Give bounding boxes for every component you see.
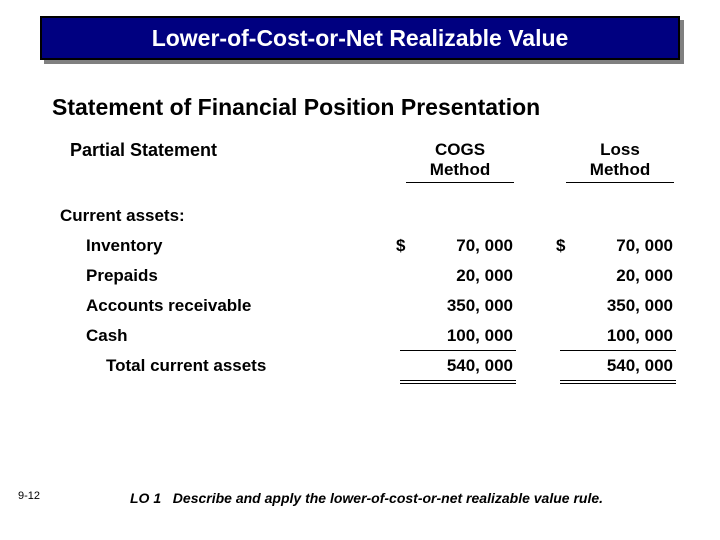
cogs-line2: Method <box>400 160 520 180</box>
row-prepaids: Prepaids 20, 000 20, 000 <box>60 266 680 294</box>
column-header-cogs: COGS Method <box>400 140 520 183</box>
dollar-sign: $ <box>396 236 410 256</box>
total-cogs: 540, 000 <box>418 356 513 376</box>
lo-prefix: LO 1 <box>130 490 161 506</box>
lo-text: Describe and apply the lower-of-cost-or-… <box>173 490 603 506</box>
label-total: Total current assets <box>106 356 266 376</box>
slide-number: 9-12 <box>18 490 40 502</box>
slide-title: Lower-of-Cost-or-Net Realizable Value <box>152 25 569 52</box>
subtotal-rule <box>560 350 676 351</box>
total-double-rule <box>560 380 676 384</box>
column-header-loss: Loss Method <box>560 140 680 183</box>
cash-loss: 100, 000 <box>578 326 673 346</box>
dollar-sign: $ <box>556 236 570 256</box>
slide-subtitle: Statement of Financial Position Presenta… <box>52 94 540 121</box>
prepaids-cogs: 20, 000 <box>418 266 513 286</box>
cash-cogs: 100, 000 <box>418 326 513 346</box>
loss-line2: Method <box>560 160 680 180</box>
inventory-loss: 70, 000 <box>578 236 673 256</box>
ar-loss: 350, 000 <box>578 296 673 316</box>
ar-cogs: 350, 000 <box>418 296 513 316</box>
inventory-cogs: 70, 000 <box>418 236 513 256</box>
column-underline <box>566 182 674 183</box>
label-prepaids: Prepaids <box>86 266 158 286</box>
cogs-line1: COGS <box>400 140 520 160</box>
column-underline <box>406 182 514 183</box>
slide-title-box: Lower-of-Cost-or-Net Realizable Value <box>40 16 680 60</box>
loss-line1: Loss <box>560 140 680 160</box>
row-accounts-receivable: Accounts receivable 350, 000 350, 000 <box>60 296 680 324</box>
label-cash: Cash <box>86 326 128 346</box>
total-loss: 540, 000 <box>578 356 673 376</box>
label-ar: Accounts receivable <box>86 296 251 316</box>
subtotal-rule <box>400 350 516 351</box>
label-inventory: Inventory <box>86 236 163 256</box>
section-current-assets: Current assets: <box>60 206 185 226</box>
prepaids-loss: 20, 000 <box>578 266 673 286</box>
learning-objective: LO 1 Describe and apply the lower-of-cos… <box>130 490 603 506</box>
partial-statement-label: Partial Statement <box>70 140 217 161</box>
total-double-rule <box>400 380 516 384</box>
row-inventory: Inventory $ 70, 000 $ 70, 000 <box>60 236 680 264</box>
